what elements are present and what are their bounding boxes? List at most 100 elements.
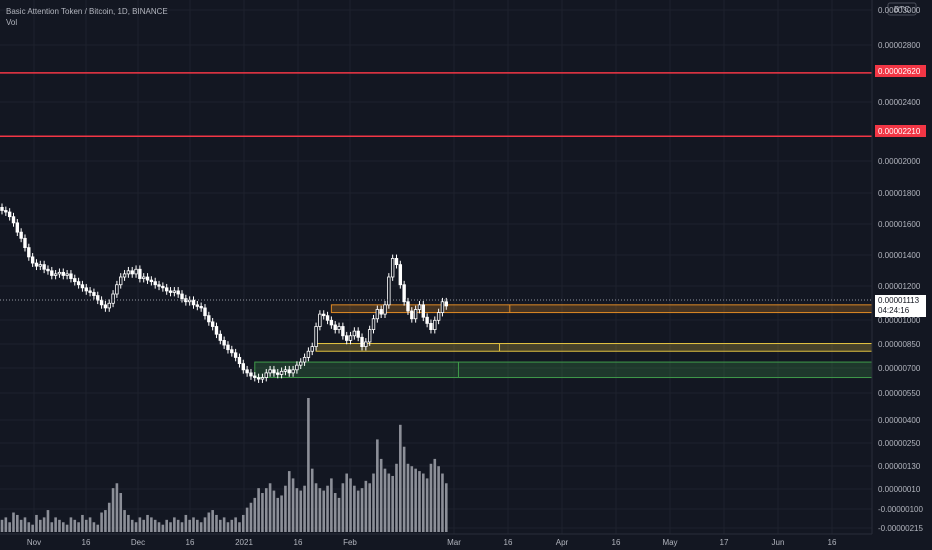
candle <box>291 369 295 374</box>
symbol-title[interactable]: Basic Attention Token / Bitcoin, 1D, BIN… <box>6 7 168 16</box>
volume-bar <box>299 490 303 532</box>
volume-bar <box>241 514 245 532</box>
volume-bar <box>173 517 176 532</box>
volume-bar <box>39 519 42 532</box>
candle <box>111 293 115 304</box>
candle <box>394 258 399 266</box>
volume-bar <box>295 488 299 532</box>
volume-bar <box>303 485 306 532</box>
volume-bar <box>19 519 23 532</box>
time-tick-label: May <box>662 538 677 547</box>
currency-badge[interactable] <box>887 2 917 16</box>
candle <box>180 293 184 300</box>
candle <box>42 264 46 270</box>
time-tick-label: Dec <box>131 538 145 547</box>
volume-bar <box>188 519 191 532</box>
candle <box>341 326 345 337</box>
volume-bar <box>376 439 379 532</box>
volume-bar <box>253 497 257 532</box>
volume-bar <box>88 517 92 532</box>
volume-bar <box>422 473 425 532</box>
time-tick-label: 16 <box>828 538 837 547</box>
yellow-zone[interactable] <box>315 343 873 352</box>
candle <box>283 369 288 372</box>
price-tick-label: 0.00001800 <box>878 189 921 198</box>
time-tick-label: 2021 <box>235 538 253 547</box>
volume-bar <box>138 517 142 532</box>
candle <box>210 321 215 327</box>
candle <box>260 377 265 380</box>
candle <box>241 363 245 371</box>
volume-bar <box>153 519 157 532</box>
price-tick-label: 0.00002000 <box>878 157 921 166</box>
volume-bar <box>134 522 138 532</box>
volume-bar <box>444 483 448 532</box>
candle <box>126 270 131 275</box>
candle <box>245 369 249 374</box>
volume-bar <box>4 517 8 532</box>
time-tick-label: Feb <box>343 538 357 547</box>
candle <box>398 264 403 286</box>
price-tick-label: -0.00000100 <box>878 505 923 514</box>
volume-bar <box>230 519 234 532</box>
volume-bar <box>395 463 398 532</box>
volume-bar <box>238 522 241 532</box>
candle <box>57 271 62 275</box>
candle <box>287 369 291 374</box>
candle <box>375 309 380 320</box>
volume-bar <box>402 446 406 532</box>
price-tick-label: 0.00000850 <box>878 340 921 349</box>
candle <box>390 258 395 278</box>
time-tick-label: 16 <box>186 538 195 547</box>
candle <box>333 324 337 330</box>
price-axis-bg <box>872 0 932 550</box>
candle <box>53 273 58 276</box>
candle <box>272 369 276 374</box>
volume-bar <box>226 522 230 532</box>
volume-bar <box>16 514 19 532</box>
candle <box>50 270 54 276</box>
candle <box>322 313 326 317</box>
candle <box>122 273 127 278</box>
candle <box>425 316 429 324</box>
candle <box>30 256 35 264</box>
candle <box>84 287 88 292</box>
green-zone[interactable] <box>254 361 873 379</box>
current-price-tag <box>875 295 926 317</box>
price-tick-label: 0.00000250 <box>878 439 921 448</box>
candle <box>92 292 96 296</box>
candle <box>65 273 69 276</box>
volume-bar <box>360 488 364 532</box>
volume-bar <box>399 424 402 532</box>
candle <box>268 369 272 374</box>
price-tick-label: -0.00000215 <box>878 524 923 533</box>
volume-bar <box>337 497 341 532</box>
volume-bar <box>287 471 291 532</box>
time-tick-label: 17 <box>720 538 729 547</box>
candle <box>406 301 410 312</box>
volume-bar <box>35 514 38 532</box>
volume-bar <box>203 517 207 532</box>
volume-bar <box>23 517 27 532</box>
volume-bar <box>146 514 149 532</box>
volume-indicator-label[interactable]: Vol <box>6 18 18 27</box>
volume-bar <box>161 524 165 532</box>
candle <box>11 216 16 224</box>
candle <box>440 301 445 313</box>
volume-bar <box>54 517 57 532</box>
candle <box>15 222 20 233</box>
candle <box>103 304 108 309</box>
candle <box>310 346 314 352</box>
volume-bar <box>322 490 326 532</box>
price-tick-label: 0.00003000 <box>878 6 921 15</box>
price-tick-label: 0.00001200 <box>878 282 921 291</box>
candle <box>153 281 157 286</box>
volume-bar <box>196 519 199 532</box>
volume-bar <box>176 519 180 532</box>
volume-bar <box>410 466 414 532</box>
volume-bar <box>150 517 153 532</box>
volume-bar <box>219 519 222 532</box>
volume-bar <box>318 488 322 532</box>
candle <box>199 305 203 309</box>
